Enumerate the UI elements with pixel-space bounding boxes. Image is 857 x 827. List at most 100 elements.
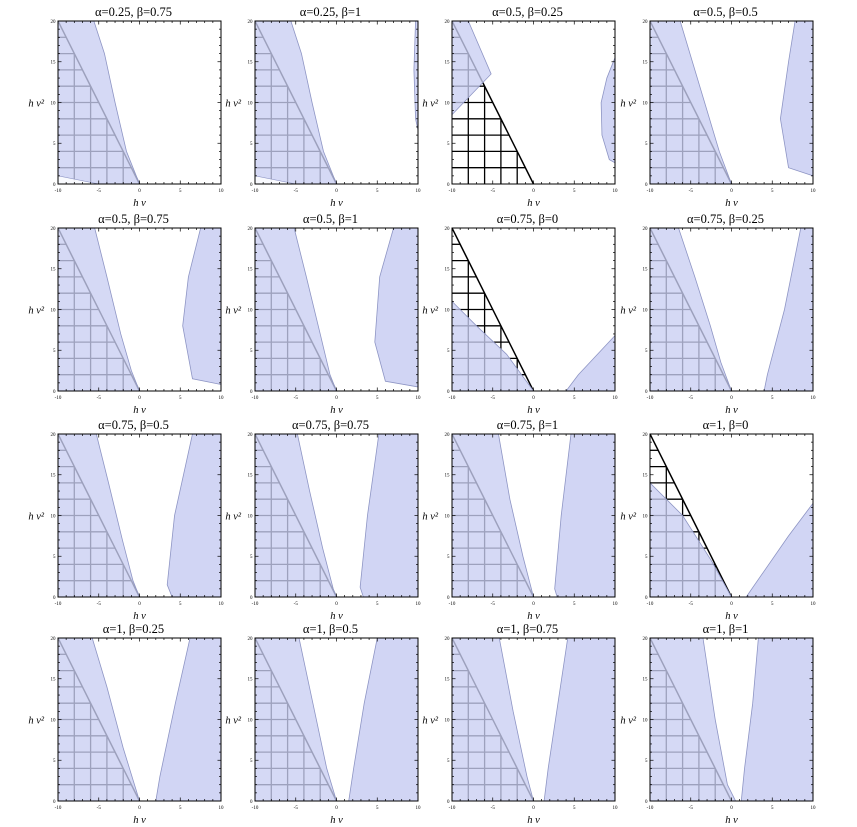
x-tick-label: 5 xyxy=(573,602,576,607)
x-tick-label: 5 xyxy=(179,602,182,607)
x-tick-label: -10 xyxy=(252,396,259,401)
y-tick-label: 0 xyxy=(447,390,450,395)
panel-title: α=0.75, β=1 xyxy=(497,418,558,432)
y-axis-label: h ν² xyxy=(28,99,45,110)
x-axis-label: h ν xyxy=(133,405,146,416)
right-region xyxy=(600,57,615,164)
x-tick-label: -5 xyxy=(97,602,102,607)
panel-title: α=1, β=0.5 xyxy=(303,622,358,636)
x-tick-label: 10 xyxy=(613,602,619,607)
x-tick-label: 10 xyxy=(613,396,619,401)
x-tick-label: 0 xyxy=(335,806,338,811)
y-tick-label: 0 xyxy=(447,183,450,188)
y-axis-label: h ν² xyxy=(28,512,45,523)
x-tick-label: 0 xyxy=(730,602,733,607)
panel: -10 -5 0 5 10 0 5 10 15 20 h ν h ν² α=0.25, β=0.75 xyxy=(28,5,224,209)
y-tick-label: 15 xyxy=(445,678,451,683)
y-axis-label: h ν² xyxy=(422,99,439,110)
panel-title: α=1, β=0.25 xyxy=(103,622,164,636)
plot-area xyxy=(58,21,141,184)
x-axis-label: h ν xyxy=(330,611,343,622)
y-tick-label: 0 xyxy=(645,800,648,805)
panel: -10 -5 0 5 10 0 5 10 15 20 h ν h ν² α=0.75, β=0 xyxy=(422,212,618,416)
y-axis-label: h ν² xyxy=(620,99,637,110)
axis-ticks xyxy=(451,227,616,392)
y-tick-label: 10 xyxy=(248,101,254,106)
y-tick-label: 15 xyxy=(643,474,649,479)
plot-area xyxy=(650,434,813,597)
y-tick-label: 15 xyxy=(643,61,649,66)
y-tick-label: 5 xyxy=(447,555,450,560)
y-tick-label: 0 xyxy=(53,800,56,805)
panel-title: α=0.5, β=0.25 xyxy=(492,5,563,19)
panel-title: α=0.5, β=0.5 xyxy=(693,5,758,19)
x-tick-label: -5 xyxy=(689,189,694,194)
left-region xyxy=(452,434,534,597)
panel-title: α=0.75, β=0.25 xyxy=(687,212,764,226)
x-tick-label: 0 xyxy=(532,396,535,401)
y-tick-label: 20 xyxy=(445,227,451,232)
x-tick-label: 0 xyxy=(138,396,141,401)
x-tick-label: 5 xyxy=(376,396,379,401)
x-axis-label: h ν xyxy=(527,611,540,622)
y-tick-label: 10 xyxy=(51,514,57,519)
x-tick-label: 0 xyxy=(138,806,141,811)
x-tick-label: -5 xyxy=(294,189,299,194)
y-tick-label: 20 xyxy=(248,20,254,25)
x-axis-label: h ν xyxy=(330,198,343,209)
x-tick-label: -5 xyxy=(689,396,694,401)
panel-title: α=0.5, β=1 xyxy=(303,212,358,226)
x-tick-label: -5 xyxy=(97,396,102,401)
x-tick-label: 0 xyxy=(138,189,141,194)
left-region xyxy=(650,482,732,597)
y-tick-label: 20 xyxy=(51,637,57,642)
y-tick-label: 10 xyxy=(51,308,57,313)
panel: -10 -5 0 5 10 0 5 10 15 20 h ν h ν² α=1, β=1 xyxy=(620,622,816,826)
y-tick-label: 5 xyxy=(447,142,450,147)
y-tick-label: 0 xyxy=(250,596,253,601)
y-tick-label: 0 xyxy=(53,596,56,601)
right-region xyxy=(155,638,221,801)
axis-ticks xyxy=(57,637,222,802)
panel: -10 -5 0 5 10 0 5 10 15 20 h ν h ν² α=1, β=0 xyxy=(620,418,816,622)
right-region xyxy=(779,21,813,177)
plot-area xyxy=(255,434,418,597)
y-tick-label: 0 xyxy=(250,800,253,805)
x-tick-label: 5 xyxy=(573,396,576,401)
axis-ticks xyxy=(649,20,814,185)
y-tick-label: 5 xyxy=(53,349,56,354)
x-tick-label: 10 xyxy=(416,602,422,607)
x-tick-label: 5 xyxy=(573,189,576,194)
right-region xyxy=(740,638,813,801)
y-tick-label: 20 xyxy=(643,637,649,642)
y-tick-label: 10 xyxy=(248,308,254,313)
x-tick-label: -5 xyxy=(294,602,299,607)
x-tick-label: -10 xyxy=(449,396,456,401)
y-tick-label: 5 xyxy=(645,349,648,354)
hatch-boundary-line xyxy=(650,434,733,597)
x-tick-label: 10 xyxy=(613,189,619,194)
panel-title: α=0.75, β=0 xyxy=(497,212,558,226)
x-tick-label: 0 xyxy=(138,602,141,607)
panel-title: α=0.25, β=0.75 xyxy=(95,5,172,19)
plot-area xyxy=(650,21,813,184)
y-tick-label: 0 xyxy=(645,183,648,188)
axis-ticks xyxy=(57,433,222,598)
x-tick-label: -10 xyxy=(252,602,259,607)
x-axis-label: h ν xyxy=(133,611,146,622)
y-tick-label: 20 xyxy=(643,433,649,438)
y-tick-label: 0 xyxy=(645,596,648,601)
panel: -10 -5 0 5 10 0 5 10 15 20 h ν h ν² α=1, β=0.75 xyxy=(422,622,618,826)
x-tick-label: -5 xyxy=(491,602,496,607)
right-region xyxy=(182,228,221,385)
x-tick-label: 5 xyxy=(179,806,182,811)
axis-ticks xyxy=(451,20,616,185)
axis-ticks xyxy=(649,227,814,392)
x-tick-label: 10 xyxy=(613,806,619,811)
x-tick-label: 0 xyxy=(532,602,535,607)
y-tick-label: 20 xyxy=(445,637,451,642)
panel: -10 -5 0 5 10 0 5 10 15 20 h ν h ν² α=0.5, β=0.75 xyxy=(28,212,224,416)
y-tick-label: 0 xyxy=(250,390,253,395)
x-tick-label: 0 xyxy=(730,189,733,194)
